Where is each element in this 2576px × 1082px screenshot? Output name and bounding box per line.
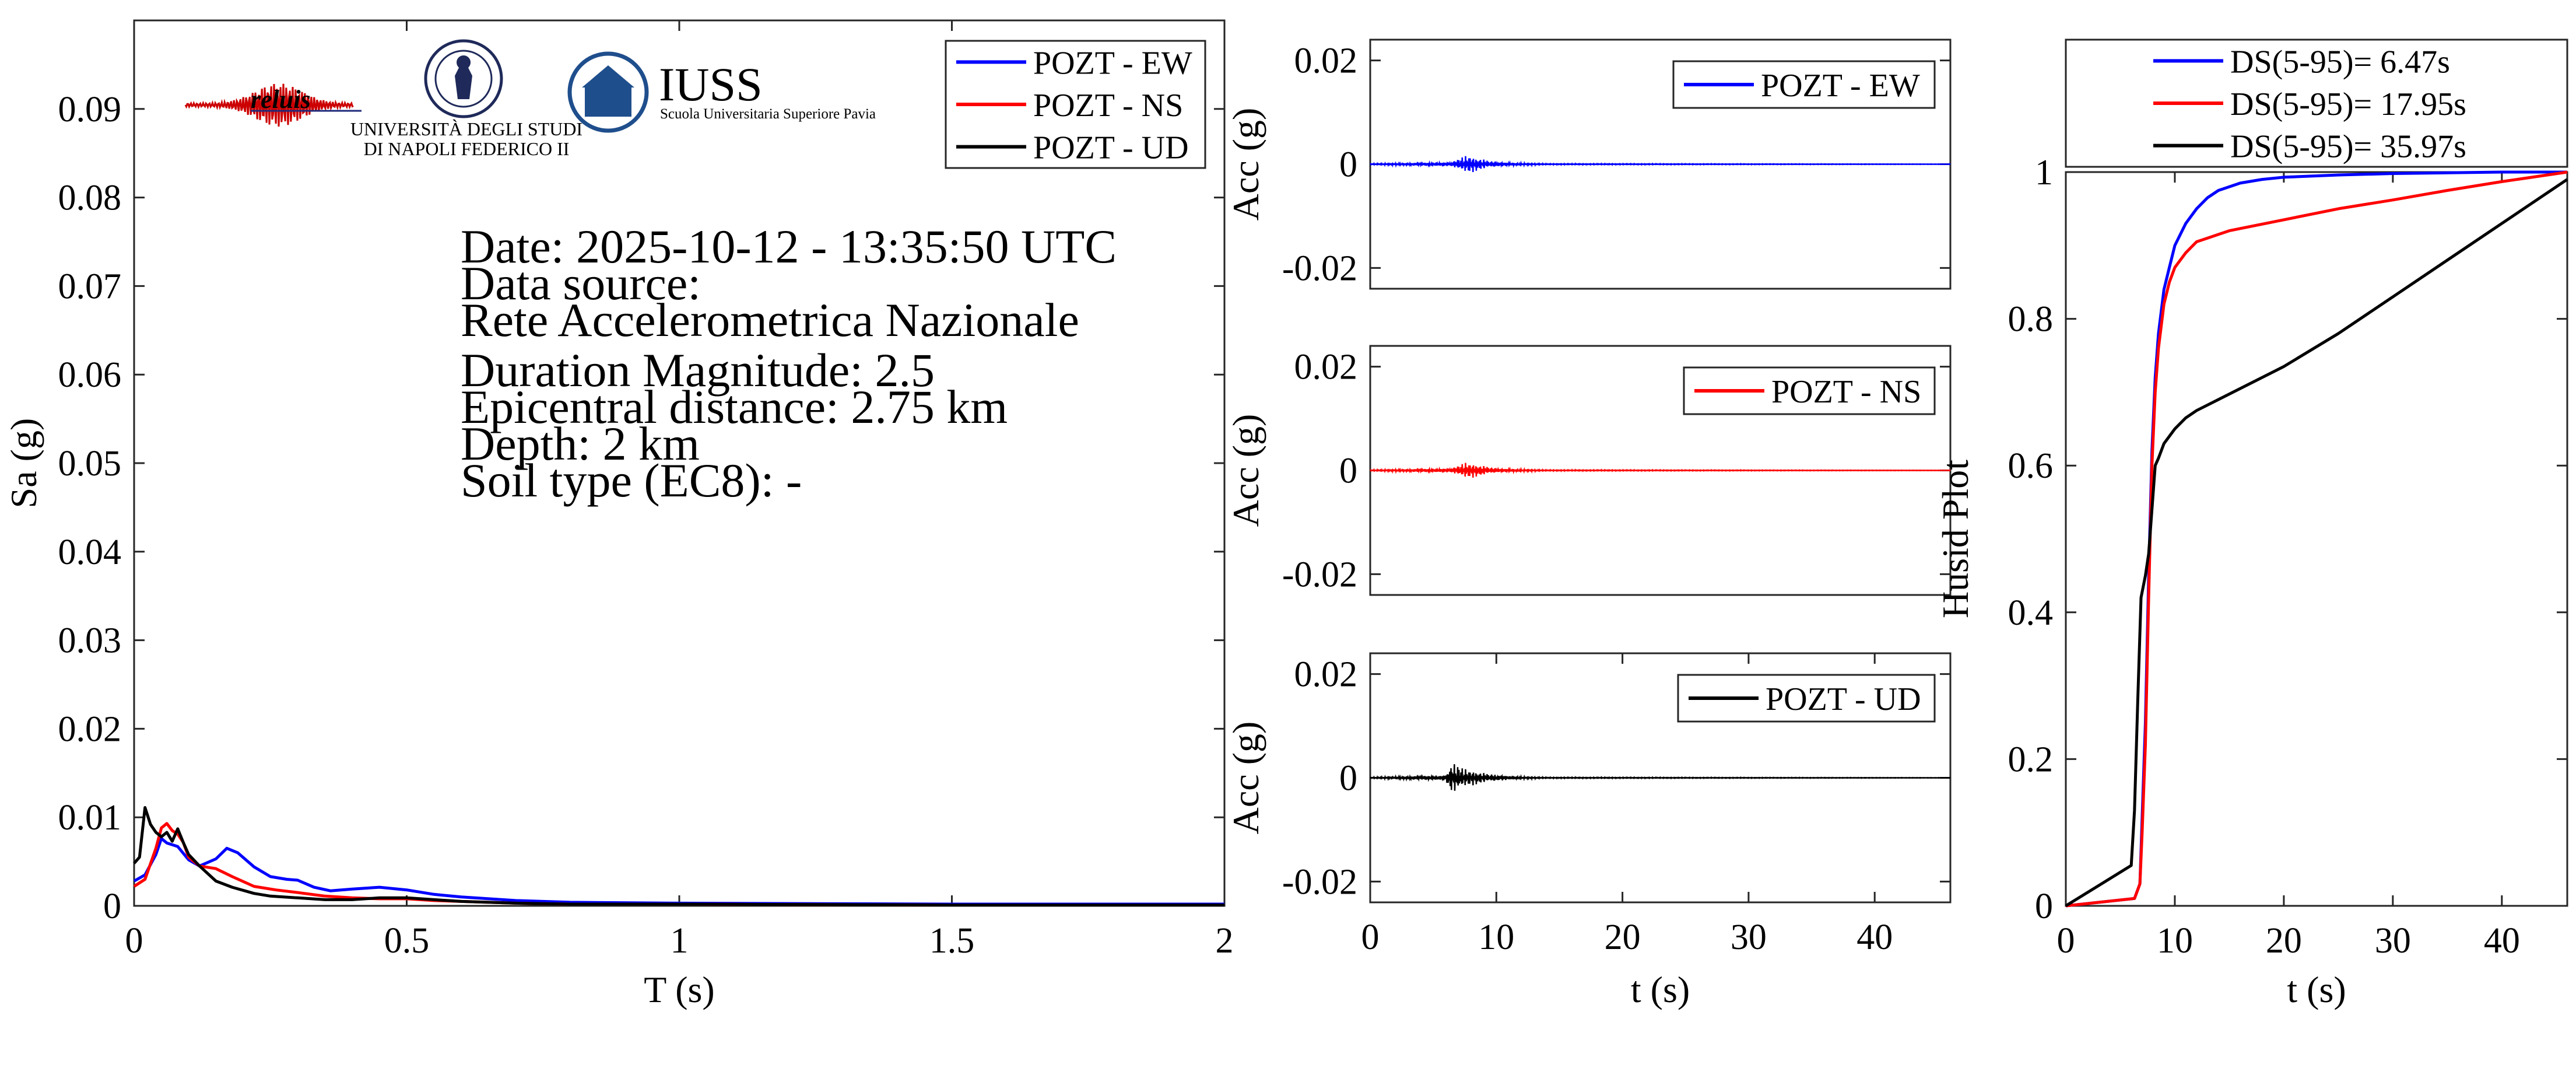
acc-ns-panel: -0.02 0 0.02 Acc (g) POZT - NS bbox=[1225, 345, 1952, 596]
acc-ns-ylabel: Acc (g) bbox=[1225, 414, 1266, 527]
spectrum-xtick-label: 0.5 bbox=[384, 921, 430, 961]
reluis-logo-text: reluis bbox=[251, 85, 311, 114]
spectrum-ytick-label: 0.03 bbox=[58, 621, 122, 661]
iuss-logo-text: IUSS bbox=[659, 58, 763, 111]
acc-ew-series-line bbox=[1370, 156, 1951, 173]
spectrum-ytick-label: 0.04 bbox=[58, 533, 122, 572]
acc-ud-legend-label: POZT - UD bbox=[1766, 681, 1921, 717]
acc-ns-series-line bbox=[1370, 463, 1951, 478]
spectrum-ytick-label: 0.06 bbox=[58, 355, 122, 395]
husid-xtick-label: 10 bbox=[2157, 921, 2193, 961]
info-data-source-label: Data source: bbox=[461, 257, 701, 310]
spectrum-ytick-label: 0.08 bbox=[58, 178, 122, 218]
iuss-logo: IUSS Scuola Universitaria Superiore Pavi… bbox=[567, 51, 876, 133]
info-date: Date: 2025-10-12 - 13:35:50 UTC bbox=[461, 220, 1117, 273]
acc-ew-legend-label: POZT - EW bbox=[1761, 68, 1920, 104]
acc-ud-ytick-label: 0 bbox=[1339, 759, 1357, 799]
acc-ud-xlabel: t (s) bbox=[1631, 969, 1690, 1010]
acc-ud-xtick-label: 10 bbox=[1478, 918, 1514, 957]
unina-logo-line2: DI NAPOLI FEDERICO II bbox=[364, 138, 570, 159]
spectrum-ylabel: Sa (g) bbox=[3, 418, 44, 509]
unina-seal-figure bbox=[455, 55, 472, 99]
acc-ns-legend-label: POZT - NS bbox=[1771, 374, 1921, 410]
spectrum-xtick-label: 1.5 bbox=[929, 921, 975, 961]
husid-ytick-label: 0.8 bbox=[2008, 300, 2054, 339]
info-epicentral-distance: Epicentral distance: 2.75 km bbox=[461, 380, 1008, 433]
spectrum-legend-label: POZT - NS bbox=[1033, 87, 1183, 124]
acc-ew-ylabel: Acc (g) bbox=[1225, 108, 1266, 221]
husid-series-line bbox=[2065, 170, 2568, 908]
unina-logo: UNIVERSITÀ DEGLI STUDI DI NAPOLI FEDERIC… bbox=[350, 39, 582, 159]
unina-seal-inner bbox=[434, 50, 493, 108]
husid-ylabel: Husid Plot bbox=[1935, 460, 1976, 618]
info-soil-type: Soil type (EC8): - bbox=[461, 454, 802, 507]
husid-ytick-label: 0.2 bbox=[2008, 740, 2054, 779]
spectrum-ytick-label: 0.09 bbox=[58, 90, 122, 129]
info-magnitude: Duration Magnitude: 2.5 bbox=[461, 344, 935, 397]
spectrum-series-line bbox=[133, 837, 1224, 906]
husid-legend-label: DS(5-95)= 35.97s bbox=[2230, 129, 2466, 165]
husid-panel: 00.20.40.60.810 10 20 30 40t (s)Husid PlotDS… bbox=[1935, 38, 2568, 1010]
husid-xtick-label: 40 bbox=[2484, 921, 2520, 961]
acc-ud-xtick-label: 30 bbox=[1731, 918, 1767, 957]
iuss-emblem-building bbox=[585, 87, 631, 117]
info-data-source: Rete Accelerometrica Nazionale bbox=[461, 293, 1079, 346]
husid-xtick-label: 20 bbox=[2266, 921, 2302, 961]
husid-ytick-label: 0.4 bbox=[2008, 593, 2054, 633]
spectrum-ytick-label: 0.05 bbox=[58, 444, 122, 484]
husid-legend-box bbox=[2065, 38, 2568, 168]
acc-ud-xtick-label: 0 bbox=[1361, 918, 1380, 957]
acc-ud-xtick-label: 20 bbox=[1605, 918, 1641, 957]
acc-ud-ytick-label: -0.02 bbox=[1282, 862, 1357, 902]
reluis-logo: reluis bbox=[184, 83, 362, 127]
husid-xtick-label: 0 bbox=[2057, 921, 2075, 961]
spectrum-legend-label: POZT - UD bbox=[1033, 130, 1189, 166]
spectrum-xlabel: T (s) bbox=[644, 969, 714, 1010]
event-info: Date: 2025-10-12 - 13:35:50 UTC Data sou… bbox=[461, 220, 1117, 507]
husid-legend-label: DS(5-95)= 17.95s bbox=[2230, 86, 2466, 122]
acc-ew-ytick-label: 0.02 bbox=[1294, 41, 1358, 81]
spectrum-xtick-label: 1 bbox=[671, 921, 689, 961]
spectrum-xtick-label: 2 bbox=[1216, 921, 1234, 961]
acc-ud-series-line bbox=[1370, 764, 1951, 791]
acc-ns-ytick-label: -0.02 bbox=[1282, 555, 1357, 594]
spectrum-ytick-label: 0 bbox=[103, 887, 121, 926]
iuss-logo-subtitle: Scuola Universitaria Superiore Pavia bbox=[660, 106, 876, 122]
acc-ns-ytick-label: 0 bbox=[1339, 451, 1357, 491]
husid-series-line bbox=[2065, 178, 2568, 908]
acc-ew-ytick-label: -0.02 bbox=[1282, 248, 1357, 288]
acc-ns-ytick-label: 0.02 bbox=[1294, 348, 1358, 387]
husid-ytick-label: 0.6 bbox=[2008, 446, 2054, 486]
spectrum-legend-label: POZT - EW bbox=[1033, 45, 1192, 81]
husid-xlabel: t (s) bbox=[2287, 969, 2346, 1010]
spectrum-ytick-label: 0.07 bbox=[58, 267, 122, 306]
husid-legend-label: DS(5-95)= 6.47s bbox=[2230, 44, 2450, 80]
husid-ytick-label: 1 bbox=[2035, 153, 2053, 192]
spectrum-panel: 0 0.01 0.02 0.03 0.04 0.05 0.06 0.07 0.08 0.09 0 0.… bbox=[3, 19, 1234, 1010]
acc-ud-xtick-label: 40 bbox=[1856, 918, 1893, 957]
reluis-seismogram-icon bbox=[184, 83, 354, 127]
info-depth: Depth: 2 km bbox=[461, 417, 700, 470]
spectrum-xtick-label: 0 bbox=[125, 921, 143, 961]
husid-axes-frame bbox=[2065, 171, 2568, 907]
acc-ud-ytick-label: 0.02 bbox=[1294, 655, 1358, 695]
acc-ud-ylabel: Acc (g) bbox=[1225, 722, 1266, 835]
iuss-emblem-roof bbox=[582, 65, 634, 87]
acc-ew-panel: -0.02 0 0.02 Acc (g) POZT - EW bbox=[1225, 38, 1952, 290]
spectrum-ytick-label: 0.01 bbox=[58, 798, 122, 838]
unina-logo-line1: UNIVERSITÀ DEGLI STUDI bbox=[350, 118, 582, 139]
husid-xtick-label: 30 bbox=[2375, 921, 2411, 961]
acc-ew-ytick-label: 0 bbox=[1339, 145, 1357, 185]
spectrum-ytick-label: 0.02 bbox=[58, 709, 122, 749]
husid-ytick-label: 0 bbox=[2035, 887, 2053, 926]
spectrum-series-line bbox=[133, 806, 1224, 906]
